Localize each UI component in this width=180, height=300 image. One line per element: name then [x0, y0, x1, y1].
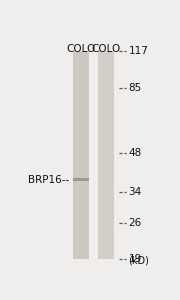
Text: 19: 19: [129, 254, 142, 264]
Text: COLO: COLO: [66, 44, 96, 54]
Text: 34: 34: [129, 188, 142, 197]
Text: BRP16--: BRP16--: [28, 175, 69, 184]
Bar: [98, 51, 114, 259]
Text: 117: 117: [129, 46, 148, 56]
Bar: [73, 51, 89, 259]
Text: 48: 48: [129, 148, 142, 158]
Text: 26: 26: [129, 218, 142, 228]
Text: 85: 85: [129, 82, 142, 93]
Text: COLO: COLO: [92, 44, 121, 54]
Text: (kD): (kD): [129, 256, 149, 266]
Bar: [73, 178, 89, 181]
